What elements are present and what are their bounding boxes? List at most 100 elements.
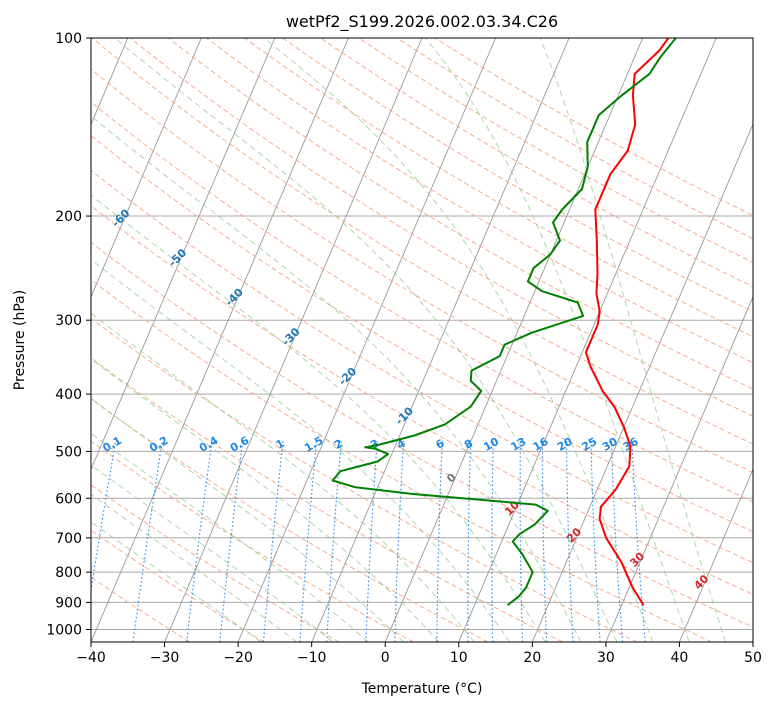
moist-adiabat (91, 312, 475, 642)
dry-adiabat (319, 38, 753, 288)
x-tick-label: −20 (223, 650, 253, 666)
moist-adiabat (91, 493, 298, 642)
moist-adiabat (91, 397, 404, 642)
x-tick-label: −10 (297, 650, 327, 666)
x-tick-label: 50 (744, 650, 762, 666)
dry-adiabat-label: -20 (336, 365, 359, 388)
moist-adiabat (539, 38, 727, 642)
mixing-ratio-line (365, 440, 378, 642)
dry-adiabat (91, 357, 563, 642)
dry-adiabat (91, 576, 190, 642)
moist-adiabat (424, 38, 690, 642)
plot-area: 0.10.20.40.611.52346810131620253036-100-… (0, 38, 753, 642)
dry-adiabat-label: -40 (223, 286, 246, 309)
dry-adiabat (205, 38, 753, 364)
dewpoint-profile-line (331, 38, 677, 606)
y-tick-label: 300 (55, 313, 82, 329)
moist-adiabat (91, 194, 546, 642)
mixing-ratio-line (186, 440, 213, 642)
x-tick-label: −30 (150, 650, 180, 666)
x-tick-label: 30 (597, 650, 615, 666)
x-tick-label: 40 (671, 650, 689, 666)
y-tick-label: 500 (55, 444, 82, 460)
y-tick-label: 600 (55, 491, 82, 507)
dry-adiabat-label: 30 (627, 550, 647, 570)
plot-frame (90, 37, 754, 643)
mixing-ratio-line (132, 440, 163, 642)
x-tick-label: 20 (523, 650, 541, 666)
x-tick-label: 0 (381, 650, 390, 666)
y-tick-label: 800 (55, 565, 82, 581)
mixing-ratio-line (590, 440, 601, 642)
isotherm (752, 640, 753, 642)
dry-adiabat (91, 135, 753, 533)
dry-adiabat-label: -70 (53, 167, 76, 190)
dry-adiabat-label: -80 (0, 127, 19, 150)
moist-adiabat (91, 432, 369, 642)
dry-adiabat (91, 398, 489, 642)
y-tick-label: 100 (55, 31, 82, 47)
y-axis-label: Pressure (hPa) (12, 290, 28, 390)
mixing-ratio-line (467, 440, 472, 642)
dry-adiabat (91, 317, 638, 642)
mixing-ratio-line (436, 440, 443, 642)
chart-title: wetPf2_S199.2026.002.03.34.C26 (286, 12, 558, 32)
dry-adiabat (91, 38, 753, 445)
isotherm (237, 38, 497, 642)
moist-adiabat (91, 259, 511, 642)
mixing-ratio-label: 6 (433, 437, 446, 452)
mixing-ratio-line (299, 440, 318, 642)
dry-adiabat (91, 205, 753, 595)
mixing-ratio-line (541, 440, 548, 642)
mixing-ratio-line (491, 440, 494, 642)
y-tick-label: 900 (55, 595, 82, 611)
dry-adiabat (167, 38, 753, 390)
isotherm (531, 123, 753, 642)
mixing-ratio-line (394, 440, 405, 642)
isotherm (605, 295, 753, 642)
isotherm (458, 38, 717, 642)
isotherm (164, 38, 423, 642)
isotherm (91, 38, 349, 642)
x-tick-label: −40 (76, 650, 106, 666)
moist-adiabat (114, 38, 618, 642)
moist-adiabat (91, 358, 440, 642)
x-axis-label: Temperature (°C) (361, 681, 483, 697)
dry-adiabat (395, 38, 753, 240)
mixing-ratio-line (219, 440, 244, 642)
dry-adiabat-label: -60 (109, 206, 132, 229)
mixing-ratio-line (326, 440, 342, 642)
dry-adiabat (129, 38, 753, 417)
mixing-ratio-line (262, 440, 284, 642)
y-tick-label: 200 (55, 209, 82, 225)
axes: −40 −30 −20 −10 0 10 20 30 40 5010020030040050060… (46, 31, 762, 666)
mixing-ratio-line (565, 440, 574, 642)
dry-adiabat-label: 0 (444, 470, 459, 485)
mixing-ratio-label: 1 (274, 437, 287, 452)
dry-adiabat-label: 20 (564, 525, 584, 545)
dry-adiabat (433, 38, 753, 217)
temperature-profile-line (584, 38, 670, 606)
dry-adiabat (91, 68, 753, 474)
dry-adiabat-label: -10 (393, 404, 416, 427)
dry-adiabat (357, 38, 753, 264)
dry-adiabat-label: -50 (166, 246, 189, 269)
moist-adiabat (91, 464, 334, 642)
dry-adiabat (91, 279, 713, 642)
x-tick-label: 10 (450, 650, 468, 666)
y-tick-label: 400 (55, 387, 82, 403)
mixing-ratio-line (91, 440, 117, 594)
mixing-ratio-line (610, 440, 624, 642)
dry-adiabat (281, 38, 753, 313)
isotherm (91, 38, 276, 471)
mixing-ratio-line (519, 440, 524, 642)
y-tick-label: 700 (55, 531, 82, 547)
isotherm (678, 468, 753, 642)
dry-adiabat (91, 440, 414, 642)
moist-adiabat (263, 38, 654, 642)
dry-adiabat (243, 38, 753, 338)
dry-adiabat-label: -30 (279, 325, 302, 348)
mixing-ratio-line (631, 440, 646, 642)
